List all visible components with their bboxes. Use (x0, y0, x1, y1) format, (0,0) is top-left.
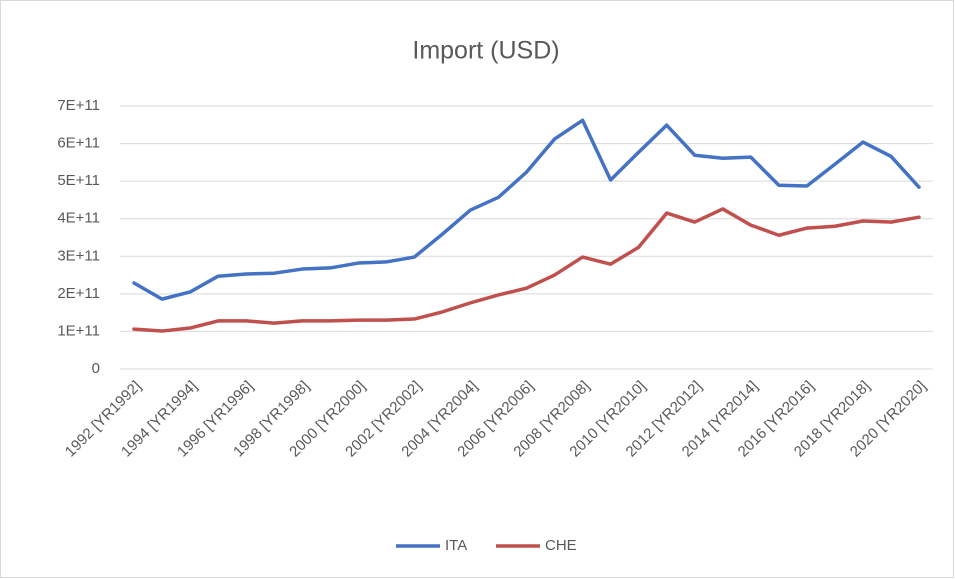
line (132, 118, 921, 301)
legend-label: CHE (545, 537, 577, 554)
y-tick-label: 0 (92, 360, 100, 377)
y-tick-label: 6E+11 (57, 135, 100, 152)
line (132, 207, 921, 333)
y-tick-label: 5E+11 (57, 172, 100, 189)
chart-title: Import (USD) (412, 37, 559, 65)
y-tick-label: 1E+11 (57, 322, 100, 339)
y-tick-label: 3E+11 (57, 247, 100, 264)
y-tick-label: 2E+11 (57, 285, 100, 302)
legend-label: ITA (445, 537, 467, 554)
y-tick-label: 7E+11 (57, 97, 100, 114)
y-tick-label: 4E+11 (57, 210, 100, 227)
